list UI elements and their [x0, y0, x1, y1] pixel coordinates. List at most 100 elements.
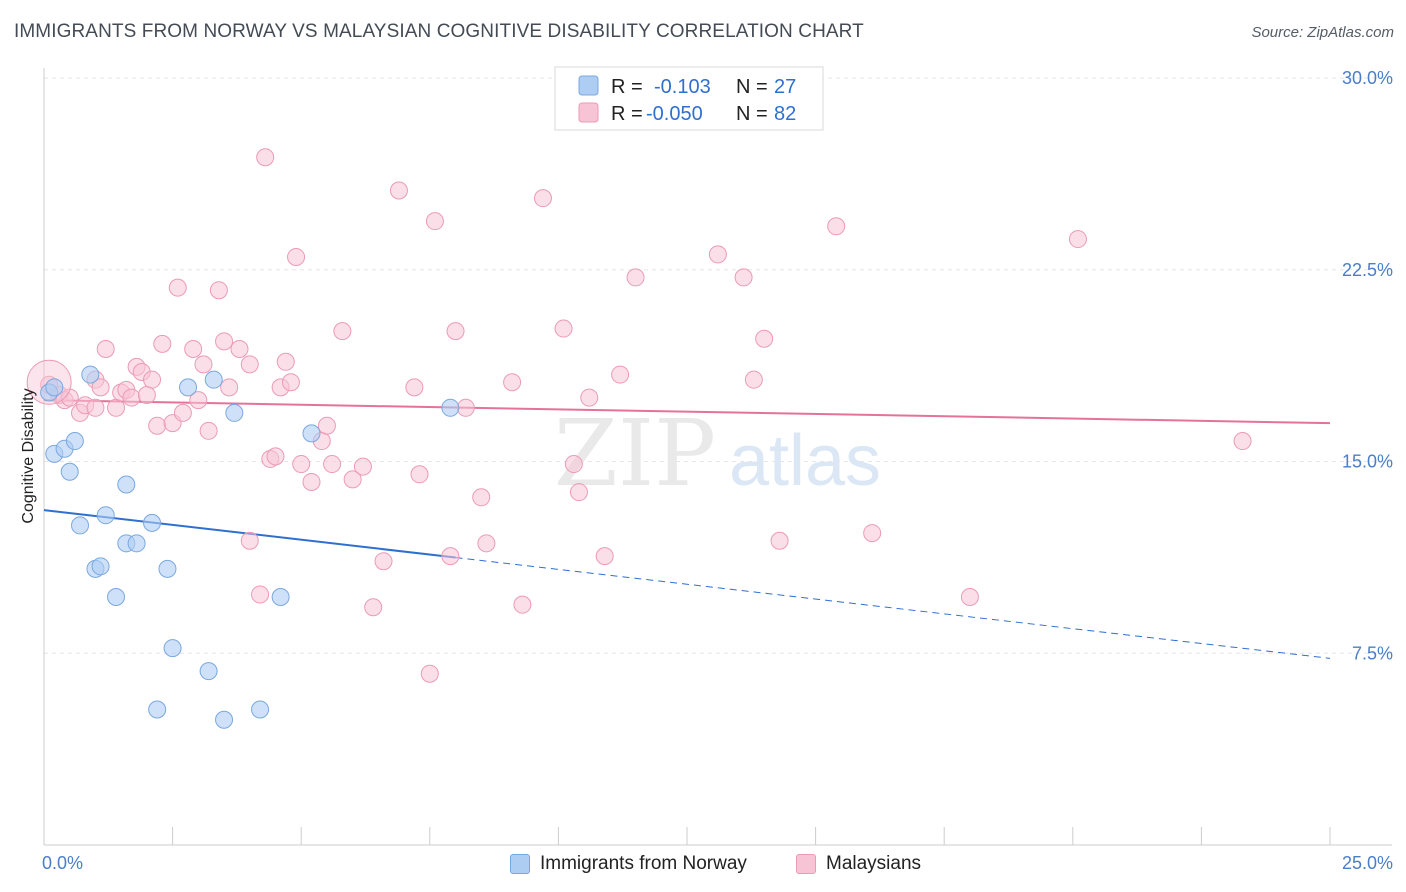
norway-point [91, 557, 110, 576]
y-tick-label-0: 7.5% [1352, 643, 1393, 663]
malaysians-point [137, 386, 156, 405]
norway-point [441, 398, 460, 417]
norway-r-label: R = [611, 76, 643, 98]
malaysians-point [611, 365, 630, 384]
norway-r-value: -0.103 [654, 76, 711, 98]
legend-label-norway: Immigrants from Norway [540, 853, 747, 874]
malaysians-point [276, 352, 295, 371]
norway-point [45, 378, 64, 397]
malaysians-point [580, 388, 599, 407]
malaysians-point [230, 340, 249, 359]
norway-point [127, 534, 146, 553]
malaysians-point [168, 278, 187, 297]
malaysians-point [240, 531, 259, 550]
norway-point [199, 662, 218, 681]
norway-trend-dashed [455, 557, 1331, 659]
source-credit: Source: ZipAtlas.com [1251, 24, 1394, 41]
malaysians-point [209, 281, 228, 300]
stats-legend-frame [554, 66, 824, 131]
watermark: ZIP atlas [554, 400, 881, 507]
malaysians-point [708, 245, 727, 264]
malaysians-point [256, 148, 275, 167]
norway-point [179, 378, 198, 397]
norway-point [60, 462, 79, 481]
legend-swatch-malaysians [796, 854, 816, 874]
malaysians-point [184, 340, 203, 359]
malaysians-points [26, 148, 1252, 683]
malaysians-n-value: 82 [774, 103, 796, 125]
y-tick-label-1: 15.0% [1342, 452, 1393, 472]
malaysians-point [281, 373, 300, 392]
malaysians-point [755, 329, 774, 348]
malaysians-point [472, 488, 491, 507]
malaysians-point [240, 355, 259, 374]
axes [43, 68, 1392, 846]
norway-point [163, 639, 182, 658]
norway-point [158, 559, 177, 578]
legend-swatch-norway [510, 854, 530, 874]
malaysians-point [287, 247, 306, 266]
malaysians-point [827, 217, 846, 236]
malaysians-point [353, 457, 372, 476]
malaysians-point [333, 322, 352, 341]
norway-point [107, 588, 126, 607]
malaysians-point [554, 319, 573, 338]
malaysians-point [251, 585, 270, 604]
watermark-atlas: atlas [729, 421, 881, 501]
y-tick-label-3: 30.0% [1342, 68, 1393, 88]
malaysians-point [569, 483, 588, 502]
norway-point [251, 700, 270, 719]
malaysians-point [477, 534, 496, 553]
malaysians-point [107, 398, 126, 417]
norway-point [117, 475, 136, 494]
malaysians-point [220, 378, 239, 397]
malaysians-point [425, 212, 444, 231]
malaysians-point [503, 373, 522, 392]
norway-point [143, 513, 162, 532]
malaysians-point [374, 552, 393, 571]
norway-point [148, 700, 167, 719]
malaysians-point [153, 334, 172, 353]
chart-title: IMMIGRANTS FROM NORWAY VS MALAYSIAN COGN… [14, 21, 864, 42]
malaysians-n-label: N = [736, 103, 768, 125]
malaysians-point [173, 403, 192, 422]
tick-labels: 7.5% 15.0% 22.5% 30.0% 0.0% 25.0% [42, 68, 1393, 873]
malaysians-point [744, 370, 763, 389]
malaysians-point [533, 189, 552, 208]
malaysians-point [143, 370, 162, 389]
stats-legend: R = -0.103 N = 27 R = -0.050 N = 82 [554, 66, 824, 131]
norway-swatch [578, 75, 599, 96]
malaysians-point [389, 181, 408, 200]
malaysians-point [1068, 230, 1087, 249]
malaysians-point [189, 391, 208, 410]
malaysians-point [456, 398, 475, 417]
norway-n-value: 27 [774, 76, 796, 98]
malaysians-point [343, 470, 362, 489]
malaysians-point [302, 472, 321, 491]
malaysians-point [364, 598, 383, 617]
malaysians-point [199, 421, 218, 440]
malaysians-point [960, 588, 979, 607]
malaysians-point [410, 465, 429, 484]
legend-item-norway: Immigrants from Norway [510, 851, 747, 877]
malaysians-point [863, 524, 882, 543]
malaysians-point [96, 340, 115, 359]
malaysians-point [292, 455, 311, 474]
malaysians-trend [43, 399, 1331, 425]
norway-point [65, 432, 84, 451]
malaysians-point [405, 378, 424, 397]
malaysians-point [1233, 432, 1252, 451]
malaysians-point [595, 547, 614, 566]
norway-point [225, 403, 244, 422]
malaysians-swatch [578, 102, 599, 123]
malaysians-point [734, 268, 753, 287]
malaysians-point [513, 595, 532, 614]
malaysians-point [194, 355, 213, 374]
malaysians-point [446, 322, 465, 341]
legend-label-malaysians: Malaysians [826, 853, 922, 874]
norway-point [81, 365, 100, 384]
y-axis-title: Cognitive Disability [20, 388, 37, 523]
malaysians-r-label: R = [611, 103, 643, 125]
malaysians-point [564, 455, 583, 474]
malaysians-point [420, 664, 439, 683]
